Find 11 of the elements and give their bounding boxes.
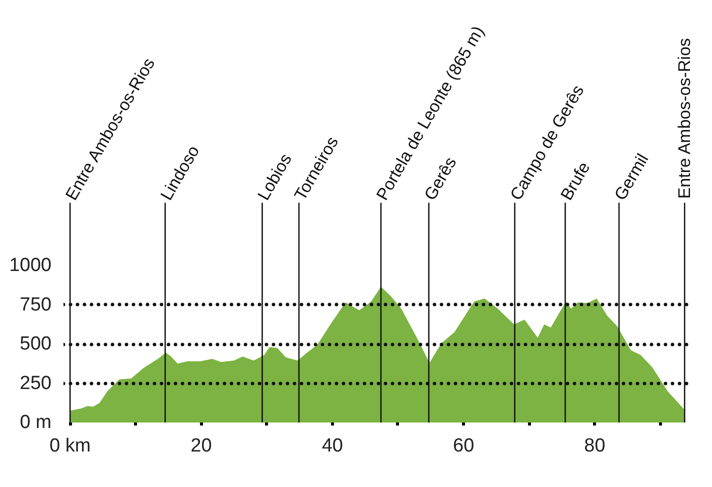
y-tick-label: 0 m <box>20 412 52 433</box>
y-tick-label: 500 <box>20 334 52 354</box>
y-tick-label: 250 <box>20 372 52 394</box>
ref-line-label: Entre Ambos-os-Rios <box>675 38 694 199</box>
x-tick-label: 80 <box>584 436 606 456</box>
x-tick-label: 20 <box>190 436 212 456</box>
y-tick-label: 750 <box>20 294 52 316</box>
x-tick-label: 60 <box>453 436 474 456</box>
x-tick-label: 40 <box>322 436 343 456</box>
y-tick-label: 1000 <box>9 255 52 276</box>
x-tick-label: 0 km <box>49 436 91 456</box>
